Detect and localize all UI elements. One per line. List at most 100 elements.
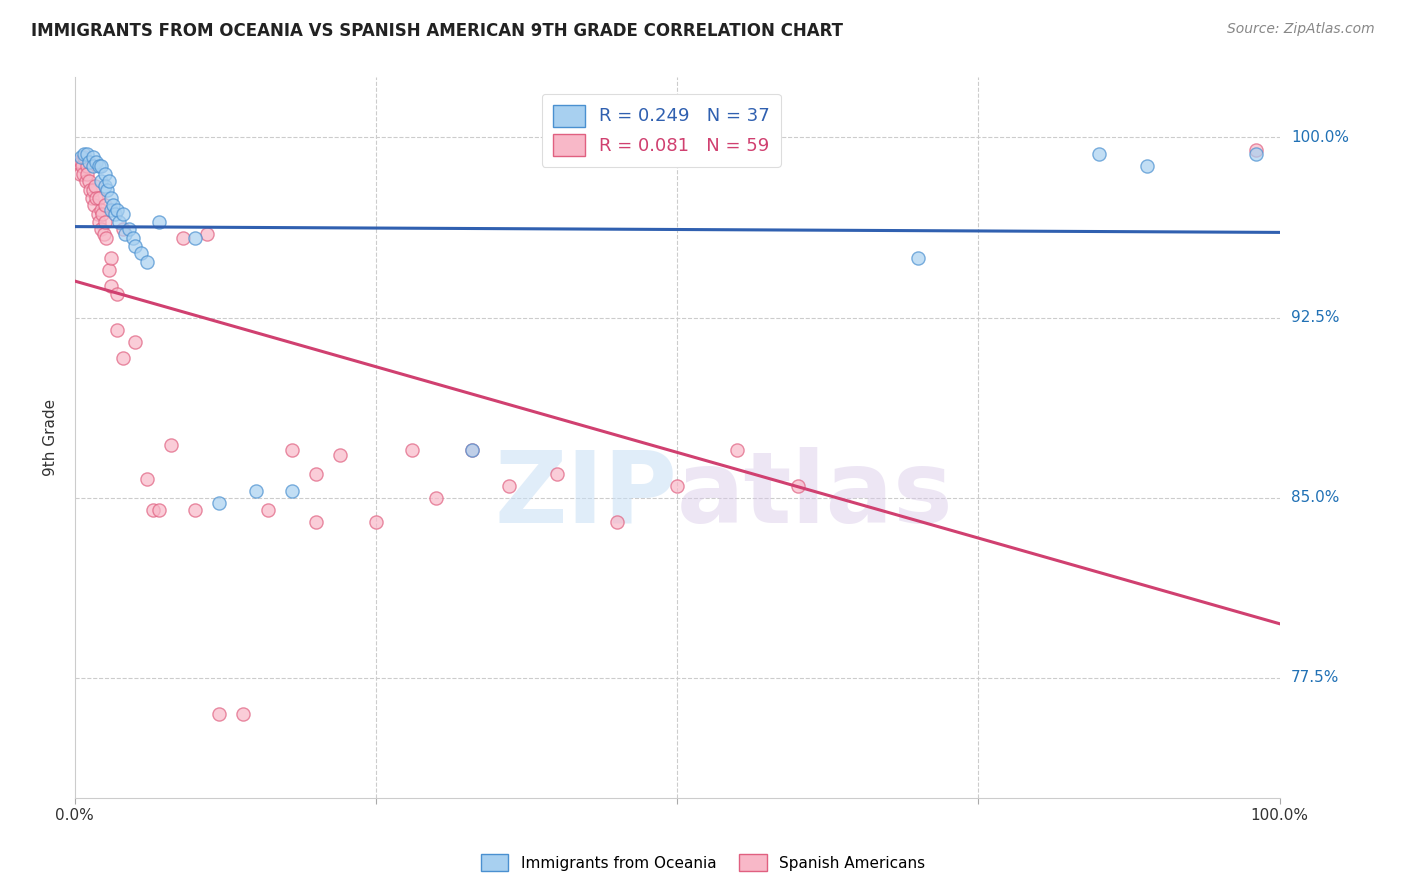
Point <box>94 178 117 193</box>
Point <box>118 221 141 235</box>
Point <box>87 159 110 173</box>
Point <box>124 238 146 252</box>
Point <box>305 515 328 529</box>
Point <box>256 503 278 517</box>
Point <box>84 178 107 193</box>
Point <box>105 323 128 337</box>
Point <box>280 442 302 457</box>
Text: 100.0%: 100.0% <box>1291 130 1348 145</box>
Point <box>97 174 120 188</box>
Point <box>172 231 194 245</box>
Point <box>73 150 96 164</box>
Point <box>76 159 98 173</box>
Point <box>105 202 128 217</box>
Point <box>129 245 152 260</box>
Point <box>82 150 104 164</box>
Point <box>727 442 749 457</box>
Point <box>82 159 104 173</box>
Point <box>232 706 254 721</box>
Point <box>305 467 328 481</box>
Point <box>401 442 423 457</box>
Point <box>1088 147 1111 161</box>
Point <box>66 154 89 169</box>
Point <box>103 198 125 212</box>
Point <box>76 147 98 161</box>
Point <box>142 503 165 517</box>
Point <box>94 231 117 245</box>
Point <box>907 251 929 265</box>
Point <box>93 227 115 241</box>
Point <box>184 231 207 245</box>
Point <box>546 467 568 481</box>
Point <box>498 479 520 493</box>
Point <box>124 334 146 349</box>
Point <box>606 515 628 529</box>
Point <box>83 198 105 212</box>
Point <box>208 706 231 721</box>
Text: 92.5%: 92.5% <box>1291 310 1340 326</box>
Point <box>1244 143 1267 157</box>
Point <box>195 227 218 241</box>
Point <box>111 207 134 221</box>
Text: 77.5%: 77.5% <box>1291 671 1339 685</box>
Point <box>105 286 128 301</box>
Point <box>73 147 96 161</box>
Point <box>86 190 108 204</box>
Text: atlas: atlas <box>678 447 953 544</box>
Point <box>666 479 689 493</box>
Point <box>103 207 125 221</box>
Point <box>90 202 112 217</box>
Point <box>90 174 112 188</box>
Point <box>69 150 91 164</box>
Point <box>77 174 100 188</box>
Point <box>90 221 112 235</box>
Point <box>69 167 91 181</box>
Point <box>87 190 110 204</box>
Point <box>148 503 170 517</box>
Point <box>100 251 122 265</box>
Text: Source: ZipAtlas.com: Source: ZipAtlas.com <box>1227 22 1375 37</box>
Point <box>79 183 101 197</box>
Point <box>786 479 808 493</box>
Point <box>72 167 94 181</box>
Point <box>114 227 136 241</box>
Point <box>148 214 170 228</box>
Point <box>82 183 104 197</box>
Point <box>329 448 352 462</box>
Point <box>160 438 183 452</box>
Point <box>97 262 120 277</box>
Text: ZIP: ZIP <box>495 447 678 544</box>
Point <box>75 174 97 188</box>
Point <box>425 491 447 505</box>
Point <box>100 279 122 293</box>
Text: IMMIGRANTS FROM OCEANIA VS SPANISH AMERICAN 9TH GRADE CORRELATION CHART: IMMIGRANTS FROM OCEANIA VS SPANISH AMERI… <box>31 22 844 40</box>
Point <box>136 255 159 269</box>
Point <box>76 167 98 181</box>
Legend: Immigrants from Oceania, Spanish Americans: Immigrants from Oceania, Spanish America… <box>475 848 931 877</box>
Point <box>77 154 100 169</box>
Point <box>1244 147 1267 161</box>
Point <box>111 351 134 366</box>
Point <box>108 214 131 228</box>
Point <box>96 183 118 197</box>
Point <box>94 167 117 181</box>
Text: 85.0%: 85.0% <box>1291 491 1339 505</box>
Point <box>70 159 93 173</box>
Point <box>364 515 387 529</box>
Point <box>100 202 122 217</box>
Point <box>94 198 117 212</box>
Point <box>1136 159 1159 173</box>
Point <box>94 214 117 228</box>
Point <box>111 221 134 235</box>
Point <box>184 503 207 517</box>
Point <box>461 442 484 457</box>
Point <box>461 442 484 457</box>
Point <box>208 495 231 509</box>
Point <box>100 190 122 204</box>
Point <box>80 190 103 204</box>
Point <box>245 483 267 498</box>
Point <box>91 207 114 221</box>
Point <box>86 207 108 221</box>
Point <box>86 154 108 169</box>
Legend: R = 0.249   N = 37, R = 0.081   N = 59: R = 0.249 N = 37, R = 0.081 N = 59 <box>541 94 782 167</box>
